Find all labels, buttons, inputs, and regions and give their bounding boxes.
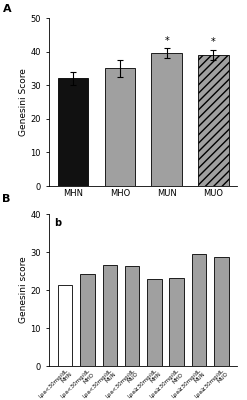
Text: b: b [54,218,61,228]
Bar [192,254,206,366]
Bar [80,274,95,366]
Bar [214,257,228,366]
Bar [198,55,228,186]
Bar [147,279,162,366]
Bar [151,53,182,186]
Bar [58,78,88,186]
Bar [169,278,184,366]
Text: A: A [2,4,11,14]
Bar [58,285,72,366]
Y-axis label: Genesini score: Genesini score [19,257,28,323]
Bar [125,266,139,366]
Text: B: B [2,194,11,204]
Text: *: * [211,37,216,47]
Bar [103,265,117,366]
Bar [105,68,135,186]
Text: *: * [164,36,169,46]
Y-axis label: Genesini Score: Genesini Score [19,68,28,136]
